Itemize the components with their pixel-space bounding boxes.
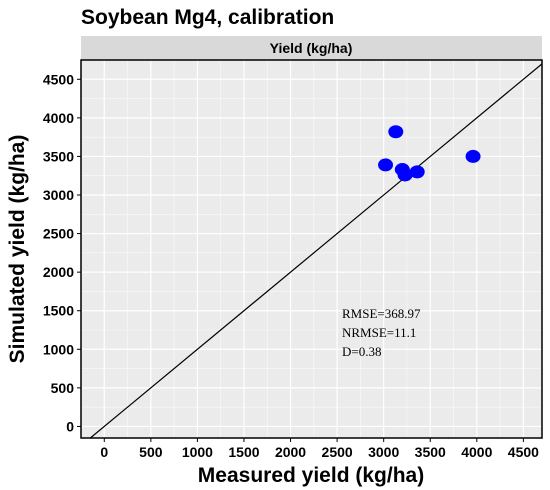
- rmse-annotation: RMSE=368.97: [342, 306, 421, 321]
- x-tick-label: 4000: [461, 444, 492, 460]
- chart-title: Soybean Mg4, calibration: [81, 6, 334, 29]
- y-tick-label: 500: [51, 380, 75, 396]
- x-axis-label: Measured yield (kg/ha): [198, 464, 424, 487]
- y-tick-label: 1000: [43, 341, 74, 357]
- x-tick-label: 0: [100, 444, 108, 460]
- one-to-one-line: [89, 63, 543, 439]
- x-tick-label: 1500: [228, 444, 259, 460]
- y-axis-ticks: 0 500 1000 1500 2000 2500 3000 3500 4000 4500: [43, 71, 81, 434]
- x-tick-label: 3000: [368, 444, 399, 460]
- y-tick-label: 4500: [43, 71, 74, 87]
- y-tick-label: 0: [66, 418, 74, 434]
- y-tick-label: 3000: [43, 187, 74, 203]
- y-tick-label: 1500: [43, 303, 74, 319]
- data-point: [397, 168, 413, 182]
- x-tick-label: 2500: [322, 444, 353, 460]
- x-tick-label: 3500: [415, 444, 446, 460]
- y-tick-label: 3500: [43, 148, 74, 164]
- data-points: [378, 125, 481, 182]
- data-point: [378, 158, 394, 172]
- facet-strip: [81, 36, 542, 60]
- x-tick-label: 4500: [508, 444, 539, 460]
- x-tick-label: 500: [139, 444, 163, 460]
- facet-label: Yield (kg/ha): [270, 40, 353, 56]
- y-tick-label: 2000: [43, 264, 74, 280]
- x-tick-label: 2000: [275, 444, 306, 460]
- nrmse-annotation: NRMSE=11.1: [342, 325, 416, 340]
- stats-annotations: RMSE=368.97 NRMSE=11.1 D=0.38: [342, 306, 421, 359]
- d-annotation: D=0.38: [342, 344, 381, 359]
- y-axis-label: Simulated yield (kg/ha): [6, 135, 29, 364]
- plot-panel: [81, 60, 542, 438]
- plot-border: [80, 59, 543, 439]
- x-axis-ticks: 0 500 1000 1500 2000 2500 3000 3500 4000 4500: [100, 438, 539, 460]
- x-tick-label: 1000: [182, 444, 213, 460]
- data-point: [409, 165, 425, 179]
- grid-major: [81, 60, 542, 438]
- grid-minor: [81, 60, 542, 438]
- data-point: [388, 125, 404, 139]
- y-tick-label: 4000: [43, 110, 74, 126]
- data-point: [465, 149, 481, 163]
- y-tick-label: 2500: [43, 226, 74, 242]
